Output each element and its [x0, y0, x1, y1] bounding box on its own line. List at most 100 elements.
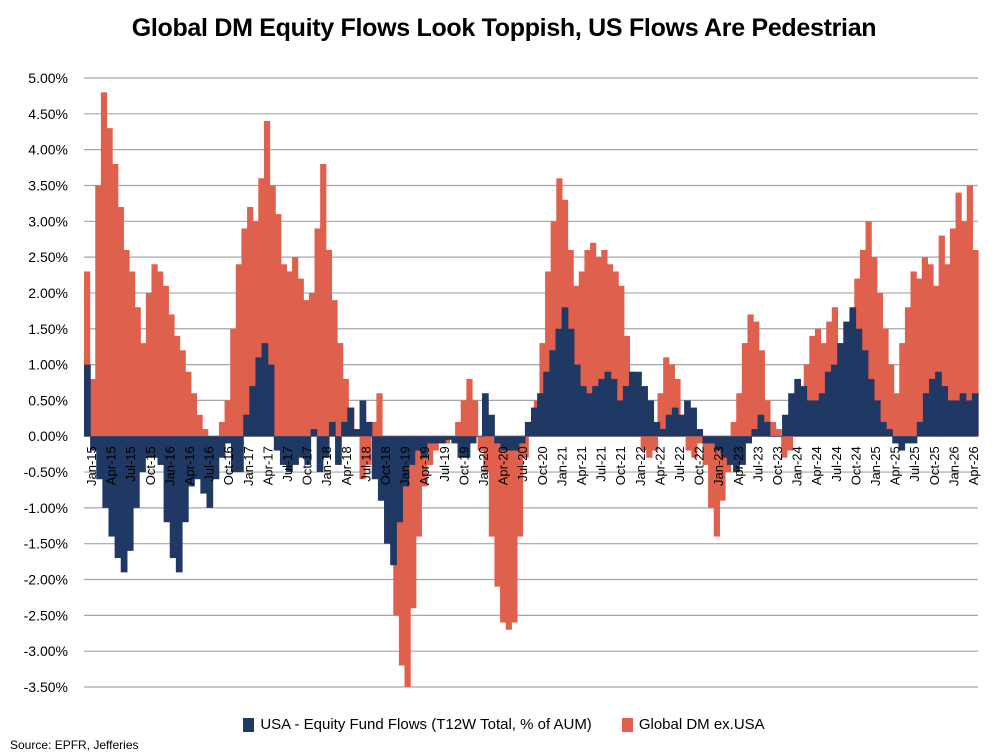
- usa-bar: [298, 436, 306, 458]
- global-dm-bar: [269, 185, 276, 437]
- y-tick-label: -2.50%: [24, 607, 68, 623]
- global-dm-bar: [415, 436, 422, 537]
- usa-bar: [384, 436, 391, 544]
- usa-bar: [433, 436, 440, 444]
- usa-bar: [959, 393, 967, 437]
- global-dm-bar: [292, 257, 299, 437]
- usa-bar: [635, 371, 642, 437]
- usa-bar: [194, 436, 201, 480]
- global-dm-bar: [747, 314, 754, 437]
- global-dm-bar: [179, 350, 186, 437]
- usa-bar: [616, 400, 624, 437]
- global-dm-bar: [106, 128, 113, 437]
- global-dm-bar: [145, 292, 153, 437]
- global-dm-bar: [421, 436, 428, 487]
- usa-bar: [892, 436, 899, 444]
- usa-bar: [628, 371, 636, 437]
- x-tick-label: Oct-15: [143, 446, 158, 485]
- x-tick-label: Jul-20: [515, 446, 530, 481]
- global-dm-bar: [753, 321, 760, 437]
- global-dm-bar: [230, 328, 237, 437]
- global-dm-bar: [584, 249, 591, 437]
- global-dm-bar: [432, 436, 439, 451]
- x-tick-label: Oct-20: [535, 446, 550, 485]
- global-dm-bar: [370, 421, 377, 437]
- usa-bar: [310, 429, 318, 437]
- x-tick-label: Oct-22: [692, 446, 707, 485]
- global-dm-bar: [488, 436, 496, 537]
- usa-bar: [439, 436, 446, 444]
- global-dm-bar: [916, 278, 923, 437]
- usa-bar: [702, 436, 710, 444]
- usa-bar: [396, 436, 404, 523]
- usa-bar: [531, 407, 538, 437]
- global-dm-bar: [708, 436, 715, 508]
- y-tick-label: -3.00%: [24, 643, 68, 659]
- global-dm-bar: [365, 436, 372, 465]
- x-tick-label: Jan-15: [84, 446, 99, 486]
- global-dm-bar: [814, 328, 822, 437]
- y-tick-label: 1.50%: [28, 321, 68, 337]
- global-dm-bar: [921, 257, 928, 437]
- usa-bar: [641, 386, 648, 437]
- x-tick-label: Jan-17: [241, 446, 256, 486]
- usa-bar: [696, 429, 704, 437]
- usa-bar: [200, 436, 208, 494]
- x-tick-label: Apr-22: [652, 446, 667, 485]
- global-dm-bar: [263, 120, 271, 437]
- global-dm-bar: [539, 343, 546, 437]
- global-dm-bar: [297, 278, 304, 437]
- global-dm-bar: [691, 436, 698, 458]
- global-dm-bar: [89, 378, 96, 437]
- global-dm-bar: [769, 421, 777, 437]
- y-tick-label: -2.00%: [24, 572, 68, 588]
- usa-bar: [598, 378, 606, 437]
- usa-bar: [647, 400, 655, 437]
- usa-bar: [224, 436, 232, 444]
- x-tick-label: Oct-17: [300, 446, 315, 485]
- usa-bar: [898, 436, 906, 451]
- x-tick-label: Apr-25: [888, 446, 903, 485]
- usa-bar: [886, 429, 893, 437]
- x-tick-label: Apr-24: [809, 446, 824, 485]
- usa-bar: [916, 421, 924, 437]
- global-dm-bar: [173, 335, 181, 437]
- usa-bar: [806, 400, 814, 437]
- global-dm-bar: [100, 92, 108, 437]
- usa-bar: [537, 393, 544, 437]
- y-tick-label: -1.50%: [24, 536, 68, 552]
- legend-swatch-global: [621, 717, 633, 732]
- usa-bar: [818, 393, 826, 437]
- usa-bar: [592, 386, 599, 437]
- usa-bar: [506, 436, 514, 451]
- global-dm-bar: [123, 249, 130, 437]
- global-dm-bar: [590, 242, 597, 437]
- global-dm-bar: [702, 436, 709, 465]
- global-dm-bar: [578, 271, 586, 437]
- x-tick-label: Oct-18: [378, 446, 393, 485]
- usa-bar: [782, 414, 789, 437]
- x-tick-label: Oct-19: [456, 446, 471, 485]
- x-tick-label: Jan-16: [162, 446, 177, 486]
- x-tick-label: Jul-19: [437, 446, 452, 481]
- usa-bar: [335, 436, 342, 465]
- global-dm-bar: [303, 300, 310, 437]
- global-dm-bar: [286, 271, 293, 437]
- global-dm-bar: [955, 192, 962, 437]
- x-tick-label: Jan-24: [790, 446, 805, 486]
- global-dm-bar: [398, 436, 406, 666]
- usa-bar: [163, 436, 171, 523]
- usa-bar: [108, 436, 116, 537]
- global-dm-bar: [741, 343, 749, 437]
- usa-bar: [237, 436, 244, 473]
- usa-bar: [175, 436, 183, 573]
- global-dm-bar: [550, 221, 557, 437]
- x-tick-label: Jan-21: [554, 446, 569, 486]
- global-dm-bar: [893, 393, 900, 437]
- x-tick-label: Oct-24: [848, 446, 863, 485]
- y-tick-label: 1.00%: [28, 357, 68, 373]
- global-dm-bar: [466, 378, 473, 437]
- source-note: Source: EPFR, Jefferies: [10, 738, 139, 752]
- usa-bar: [322, 436, 330, 458]
